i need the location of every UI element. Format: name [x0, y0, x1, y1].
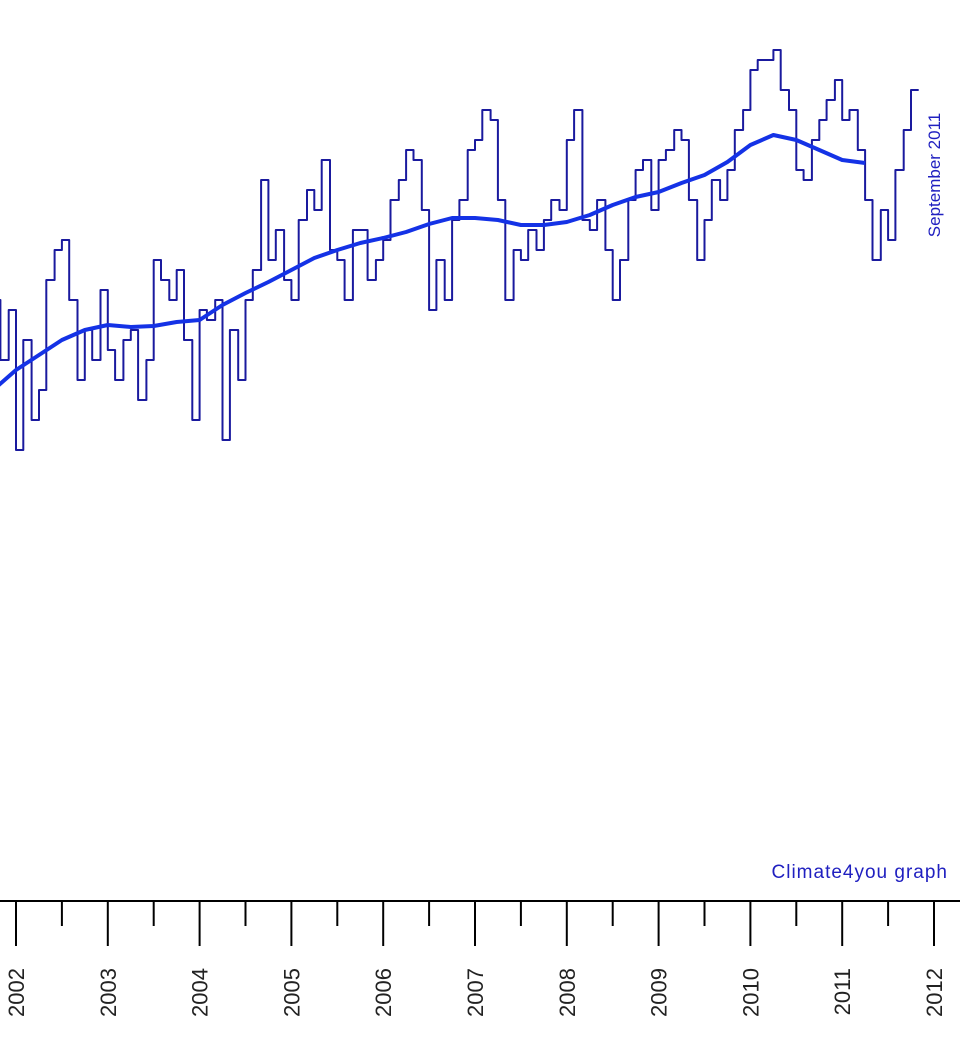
x-tick-label: 2007 [463, 968, 488, 1017]
x-tick-label: 2003 [96, 968, 121, 1017]
x-tick-label: 2004 [188, 968, 213, 1017]
x-tick-label: 2002 [4, 968, 29, 1017]
running-mean-line [0, 133, 866, 387]
monthly-series-line [0, 49, 919, 451]
x-tick-label: 2010 [738, 968, 763, 1017]
x-tick-label: 2012 [922, 968, 947, 1017]
date-label: September 2011 [925, 113, 944, 237]
plot-area [0, 49, 919, 451]
x-tick-label: 2009 [647, 968, 672, 1017]
credit-label: Climate4you graph [772, 862, 948, 883]
x-tick-label: 2006 [371, 968, 396, 1017]
x-tick-label: 2011 [830, 968, 855, 1015]
x-tick-label: 2005 [279, 968, 304, 1017]
x-axis: 2002 2003 2004 2005 2006 2007 2008 2009 2010 2011… [0, 900, 960, 1017]
x-tick-label: 2008 [555, 968, 580, 1017]
